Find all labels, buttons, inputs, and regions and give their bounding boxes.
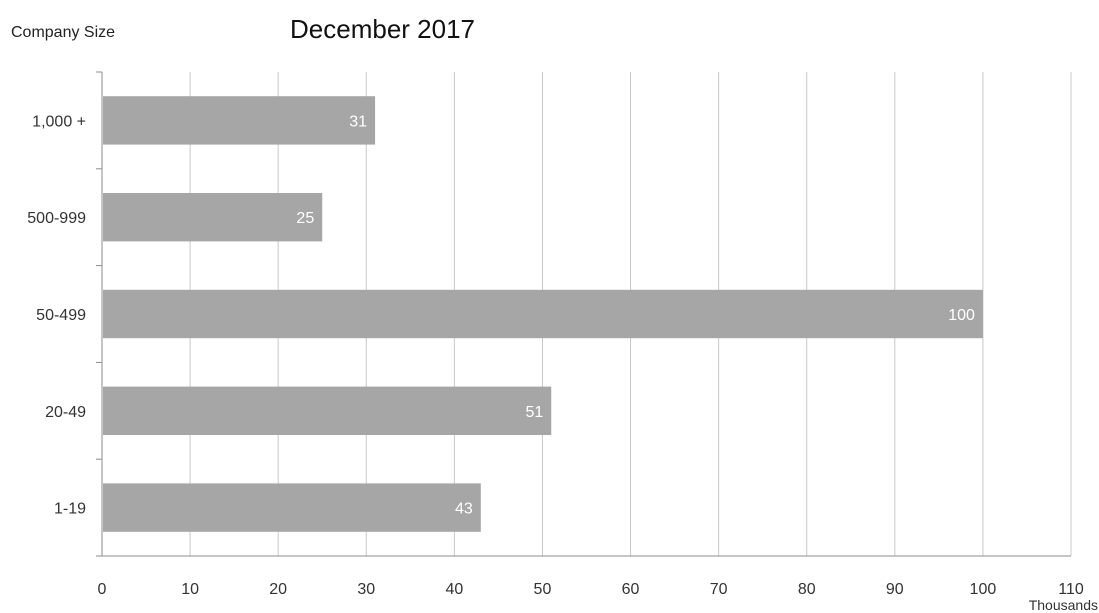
bar-value-label: 43	[455, 501, 473, 518]
y-category-label: 20-49	[45, 404, 86, 421]
bar-0[interactable]	[103, 96, 376, 145]
bar-value-label: 25	[296, 210, 314, 227]
x-tick-label: 40	[445, 581, 463, 598]
y-category-label: 1,000 +	[32, 113, 86, 130]
bar-2[interactable]	[103, 289, 983, 339]
y-axis-title: Company Size	[11, 24, 116, 41]
x-tick-label: 110	[1058, 581, 1084, 598]
x-tick-label: 80	[798, 581, 816, 598]
x-tick-label: 90	[886, 581, 904, 598]
chart-title: December 2017	[290, 14, 475, 44]
x-tick-label: 20	[269, 581, 287, 598]
bar-value-label: 100	[948, 307, 975, 324]
x-tick-label: 0	[98, 581, 107, 598]
bar-value-label: 51	[525, 404, 543, 421]
x-tick-label: 100	[970, 581, 997, 598]
x-tick-label: 50	[534, 581, 552, 598]
axes	[96, 71, 1071, 557]
bars	[103, 96, 983, 532]
y-category-label: 50-499	[36, 307, 86, 324]
x-axis-unit-label: Thousands	[1029, 597, 1098, 613]
y-category-label: 500-999	[27, 210, 86, 227]
bar-4[interactable]	[103, 483, 481, 532]
labels: 0 10 20 30 40 50 60 70 80 90 100 110 31 1,000 + 25 500-…	[27, 113, 1084, 598]
y-category-label: 1-19	[54, 501, 86, 518]
bar-3[interactable]	[103, 386, 552, 435]
x-tick-label: 30	[357, 581, 375, 598]
bar-value-label: 31	[349, 113, 367, 130]
bar-1[interactable]	[103, 193, 323, 242]
x-tick-label: 60	[622, 581, 640, 598]
x-tick-label: 70	[710, 581, 728, 598]
x-tick-label: 10	[181, 581, 199, 598]
